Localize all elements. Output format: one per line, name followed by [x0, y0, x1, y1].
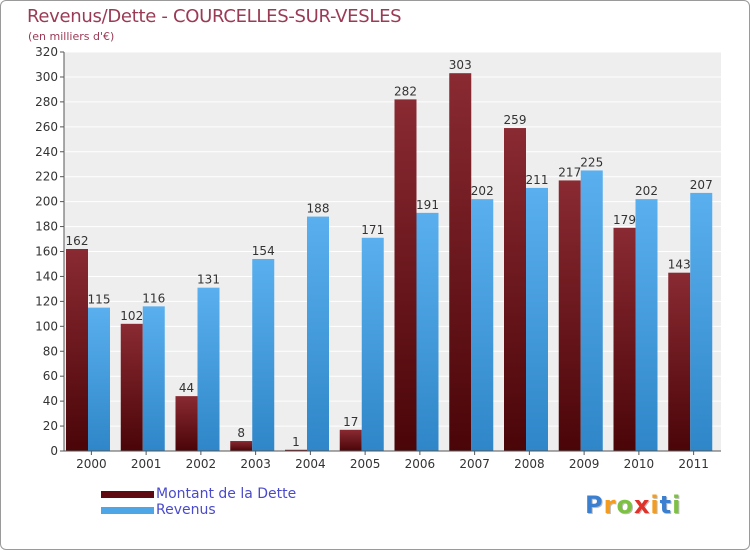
- bar-revenus: [307, 216, 329, 451]
- y-tick-label: 280: [35, 95, 58, 109]
- logo-letter: P: [585, 491, 604, 519]
- y-tick-label: 0: [50, 444, 58, 458]
- legend-swatch-revenus: [101, 507, 154, 514]
- y-tick-label: 200: [35, 195, 58, 209]
- logo-letter: r: [603, 491, 617, 519]
- bar-revenus: [471, 199, 494, 451]
- bar-dette: [558, 180, 581, 451]
- y-tick-label: 20: [43, 419, 58, 433]
- axes-group: 0 20 40 60 80 100 120 140 160 180 200 220 240 260 280 3…: [35, 45, 721, 471]
- y-tick-label: 60: [43, 369, 58, 383]
- bar-revenus: [690, 192, 713, 451]
- bar-dette: [613, 227, 636, 451]
- x-tick-label: 2009: [569, 457, 600, 471]
- bar-dette: [66, 249, 88, 451]
- bar-dette: [285, 449, 307, 451]
- data-label-revenus: 191: [416, 198, 439, 212]
- y-tick-label: 160: [35, 245, 58, 259]
- data-label-dette: 1: [292, 435, 300, 449]
- x-tick-label: 2007: [459, 457, 490, 471]
- data-label-revenus: 188: [307, 202, 330, 216]
- x-tick-label: 2001: [131, 457, 162, 471]
- data-label-dette: 179: [613, 213, 636, 227]
- logo-letter: i: [672, 491, 682, 519]
- y-tick-label: 320: [35, 45, 58, 59]
- x-tick-label: 2000: [76, 457, 107, 471]
- y-tick-label: 260: [35, 120, 58, 134]
- data-label-dette: 259: [504, 113, 527, 127]
- data-label-revenus: 115: [88, 293, 111, 307]
- y-tick-label: 180: [35, 220, 58, 234]
- logo-letter: x: [633, 491, 651, 519]
- y-tick-label: 40: [43, 394, 58, 408]
- data-label-dette: 303: [449, 58, 472, 72]
- data-label-dette: 282: [394, 84, 417, 98]
- data-label-dette: 162: [66, 234, 89, 248]
- bar-dette: [394, 99, 417, 451]
- bar-dette: [339, 429, 362, 451]
- y-tick-label: 120: [35, 294, 58, 308]
- bar-revenus: [252, 258, 275, 451]
- bar-dette: [668, 272, 691, 451]
- data-labels-group: 162 115 102 116 44 131 8 154 1 188 17 171 282 191 303 2…: [66, 58, 713, 449]
- y-tick-label: 140: [35, 269, 58, 283]
- bar-revenus: [142, 306, 165, 451]
- x-tick-label: 2010: [624, 457, 655, 471]
- chart-subtitle: (en milliers d'€): [28, 30, 115, 43]
- bar-revenus: [88, 307, 110, 451]
- x-tick-label: 2002: [186, 457, 217, 471]
- bar-revenus: [197, 287, 220, 451]
- gridlines: [64, 51, 721, 452]
- logo-letter: i: [650, 491, 660, 519]
- data-label-dette: 102: [120, 309, 143, 323]
- logo-letter: t: [659, 491, 673, 519]
- bar-revenus: [416, 212, 439, 451]
- y-tick-label: 220: [35, 170, 58, 184]
- data-label-revenus: 116: [142, 291, 165, 305]
- bar-revenus: [580, 170, 603, 451]
- y-tick-label: 240: [35, 145, 58, 159]
- data-label-revenus: 211: [526, 173, 549, 187]
- x-tick-label: 2003: [240, 457, 271, 471]
- data-label-revenus: 154: [252, 244, 275, 258]
- logo-letter: o: [616, 491, 634, 519]
- data-label-revenus: 225: [580, 155, 603, 169]
- legend-swatch-dette: [101, 491, 154, 498]
- bar-dette: [175, 396, 198, 451]
- data-label-revenus: 131: [197, 273, 220, 287]
- bar-dette: [120, 323, 143, 451]
- x-tick-label: 2004: [295, 457, 326, 471]
- bar-dette: [230, 441, 253, 451]
- bar-dette: [449, 73, 472, 452]
- x-tick-label: 2008: [514, 457, 545, 471]
- x-tick-label: 2011: [678, 457, 709, 471]
- proxiti-logo: Proxiti: [585, 491, 681, 519]
- legend-label-dette: Montant de la Dette: [156, 486, 297, 502]
- data-label-dette: 44: [179, 381, 194, 395]
- bar-revenus: [526, 187, 548, 452]
- data-label-dette: 17: [343, 415, 358, 429]
- x-tick-label: 2006: [405, 457, 436, 471]
- data-label-dette: 217: [558, 165, 581, 179]
- bar-revenus: [361, 237, 384, 451]
- y-tick-label: 100: [35, 319, 58, 333]
- bars-group: [66, 73, 713, 452]
- data-label-dette: 8: [237, 426, 245, 440]
- y-tick-label: 300: [35, 70, 58, 84]
- data-label-revenus: 202: [635, 184, 658, 198]
- chart-title: Revenus/Dette - COURCELLES-SUR-VESLES: [27, 6, 402, 27]
- y-tick-label: 80: [43, 344, 58, 358]
- data-label-revenus: 171: [361, 223, 384, 237]
- data-label-revenus: 202: [471, 184, 494, 198]
- bar-revenus: [635, 199, 658, 451]
- data-label-dette: 143: [668, 258, 691, 272]
- x-tick-label: 2005: [350, 457, 381, 471]
- data-label-revenus: 207: [690, 178, 713, 192]
- legend-label-revenus: Revenus: [156, 502, 216, 518]
- bar-dette: [504, 128, 526, 451]
